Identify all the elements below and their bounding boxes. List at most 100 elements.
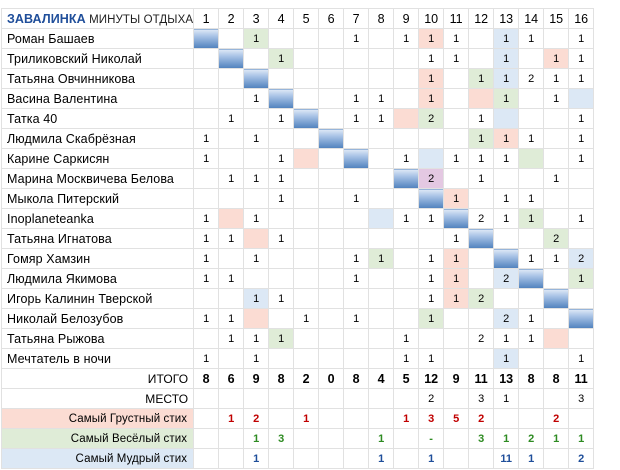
header-row: ЗАВАЛИНКА МИНУТЫ ОТДЫХА 1 2 3 4 5 6 7 8 9 10 11 12 1… — [0, 8, 595, 29]
score-cell — [368, 68, 395, 89]
score-cell — [268, 88, 295, 109]
score-cell — [468, 308, 495, 329]
score-cell: 1 — [493, 68, 520, 89]
participant-name: Inoplaneteanka — [0, 208, 195, 229]
score-cell: 1 — [568, 68, 595, 89]
score-cell: 1 — [568, 108, 595, 129]
score-cell — [318, 288, 345, 309]
score-cell: 2 — [543, 228, 570, 249]
place-value — [443, 388, 470, 409]
score-cell: 1 — [418, 348, 445, 369]
fun-value — [318, 428, 345, 449]
score-cell — [343, 48, 370, 69]
totals-label: ИТОГО — [0, 368, 195, 389]
score-cell — [543, 288, 570, 309]
score-cell — [493, 248, 520, 269]
place-value: 3 — [468, 388, 495, 409]
totals-value: 0 — [318, 368, 345, 389]
score-cell: 1 — [243, 168, 270, 189]
score-cell: 2 — [493, 308, 520, 329]
column-header-6: 6 — [318, 8, 345, 29]
fun-value: - — [418, 428, 445, 449]
score-cell: 2 — [418, 168, 445, 189]
score-cell — [493, 228, 520, 249]
wise-value: 1 — [243, 448, 270, 469]
score-cell: 1 — [568, 128, 595, 149]
score-cell — [443, 348, 470, 369]
participant-name: Марина Москвичева Белова — [0, 168, 195, 189]
score-cell — [218, 88, 245, 109]
sad-value — [193, 408, 220, 429]
score-cell — [518, 48, 545, 69]
table-row: Карине Саркисян 1 1 1 1 1 1 1 — [0, 148, 595, 169]
column-header-16: 16 — [568, 8, 595, 29]
place-row: МЕСТО 2 3 1 3 — [0, 388, 595, 409]
score-cell — [293, 348, 320, 369]
score-cell — [568, 228, 595, 249]
score-cell: 1 — [343, 88, 370, 109]
score-cell: 1 — [468, 108, 495, 129]
score-cell — [543, 188, 570, 209]
score-cell: 1 — [518, 328, 545, 349]
score-cell: 1 — [568, 48, 595, 69]
sad-value: 2 — [543, 408, 570, 429]
score-cell — [393, 248, 420, 269]
participant-name: Людмила Якимова — [0, 268, 195, 289]
score-cell — [493, 108, 520, 129]
score-cell: 1 — [418, 28, 445, 49]
totals-value: 9 — [243, 368, 270, 389]
score-cell — [543, 308, 570, 329]
table-row: Игорь Калинин Тверской 1 1 1 1 2 — [0, 288, 595, 309]
score-cell — [318, 248, 345, 269]
place-value: 3 — [568, 388, 595, 409]
totals-value: 12 — [418, 368, 445, 389]
wise-row: Самый Мудрый стих 1 1 1 11 1 2 — [0, 448, 595, 469]
totals-value: 13 — [493, 368, 520, 389]
score-cell: 1 — [443, 228, 470, 249]
score-cell — [193, 68, 220, 89]
totals-value: 2 — [293, 368, 320, 389]
fun-value: 3 — [268, 428, 295, 449]
score-cell — [318, 48, 345, 69]
score-cell — [218, 208, 245, 229]
fun-value: 2 — [518, 428, 545, 449]
sad-value — [568, 408, 595, 429]
score-cell — [468, 48, 495, 69]
place-value: 2 — [418, 388, 445, 409]
score-cell: 1 — [393, 328, 420, 349]
sad-value — [518, 408, 545, 429]
score-cell: 1 — [518, 128, 545, 149]
score-cell: 1 — [193, 208, 220, 229]
score-cell: 1 — [443, 288, 470, 309]
score-cell: 1 — [568, 28, 595, 49]
score-cell: 2 — [418, 108, 445, 129]
totals-value: 11 — [568, 368, 595, 389]
score-cell: 1 — [368, 108, 395, 129]
score-cell — [318, 308, 345, 329]
score-cell — [518, 288, 545, 309]
score-cell — [543, 128, 570, 149]
place-label: МЕСТО — [0, 388, 195, 409]
score-cell — [293, 228, 320, 249]
score-cell — [318, 128, 345, 149]
score-cell — [193, 188, 220, 209]
score-cell — [343, 348, 370, 369]
score-cell — [318, 148, 345, 169]
sad-value — [268, 408, 295, 429]
score-cell — [218, 68, 245, 89]
score-cell: 1 — [418, 248, 445, 269]
score-cell: 1 — [568, 208, 595, 229]
table-row: Триликовский Николай 1 1 1 1 1 1 — [0, 48, 595, 69]
title-rest: МИНУТЫ ОТДЫХА — [85, 13, 194, 26]
score-cell: 1 — [343, 28, 370, 49]
score-cell: 1 — [268, 188, 295, 209]
totals-value: 8 — [268, 368, 295, 389]
score-cell — [343, 228, 370, 249]
wise-value: 1 — [418, 448, 445, 469]
score-cell — [343, 208, 370, 229]
score-cell — [493, 288, 520, 309]
score-cell: 1 — [493, 188, 520, 209]
score-cell: 1 — [368, 88, 395, 109]
score-cell — [218, 28, 245, 49]
wise-value — [393, 448, 420, 469]
